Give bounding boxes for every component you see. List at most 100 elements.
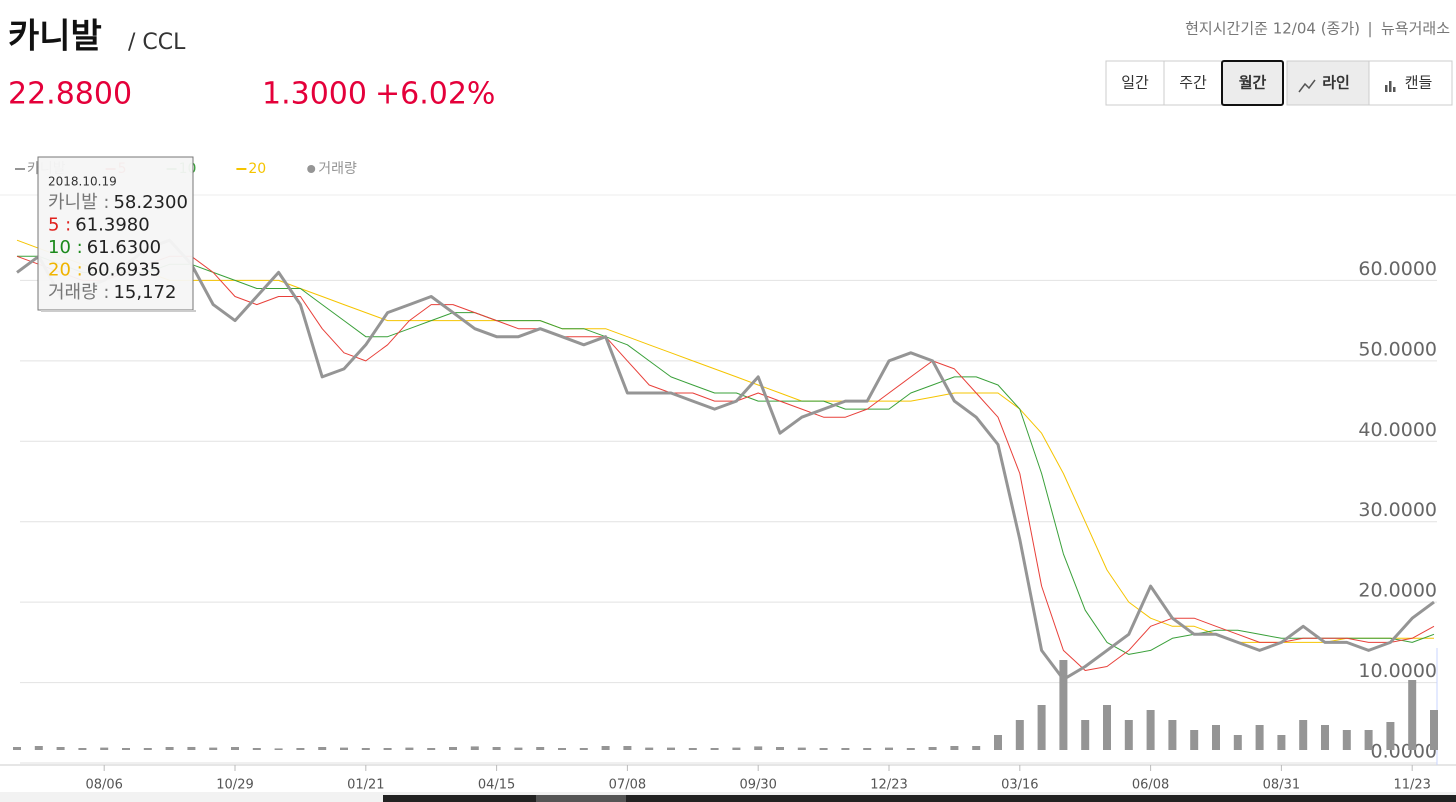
- volume-bar: [252, 748, 261, 750]
- volume-bar: [122, 748, 130, 750]
- volume-bar: [885, 747, 893, 750]
- series-line: [16, 255, 1435, 671]
- volume-bar: [1124, 720, 1133, 750]
- x-tick-label: 07/08: [609, 778, 646, 793]
- scroll-thumb[interactable]: [383, 795, 1456, 802]
- x-tick-label: 01/21: [347, 778, 384, 793]
- volume-bar: [601, 746, 610, 750]
- tooltip-label: 20 :: [48, 260, 83, 281]
- exchange: 뉴욕거래소: [1381, 20, 1450, 38]
- legend-label: 거래량: [318, 161, 357, 177]
- x-tick-label: 08/06: [85, 778, 122, 793]
- button[interactable]: 일간: [1105, 60, 1165, 106]
- series-line: [16, 239, 1434, 643]
- volume-bar: [732, 747, 741, 750]
- tooltip-shadow: [41, 310, 196, 312]
- volume-bar: [688, 748, 697, 750]
- x-tick-label: 09/30: [739, 778, 776, 793]
- x-tick-label: 04/15: [478, 778, 515, 793]
- tooltip-value: 58.2300: [113, 192, 187, 213]
- x-tick-label: 03/16: [1001, 778, 1038, 793]
- volume-bar: [78, 748, 87, 750]
- button-icon: [1385, 85, 1388, 92]
- volume-bar: [776, 747, 784, 750]
- button-icon: [1389, 81, 1392, 92]
- volume-bar: [645, 747, 654, 750]
- tooltip-date: 2018.10.19: [48, 175, 117, 189]
- volume-bar: [1190, 730, 1199, 750]
- volume-bar: [1321, 725, 1329, 750]
- volume-bar: [340, 747, 348, 750]
- volume-bar: [1299, 720, 1308, 750]
- volume-bar: [972, 746, 981, 750]
- volume-bar: [318, 747, 327, 750]
- legend-label: 20: [248, 161, 266, 177]
- volume-bar: [427, 748, 436, 750]
- y-tick-label: 30.0000: [1358, 499, 1437, 521]
- button-label: 캔들: [1405, 74, 1433, 92]
- volume-bar: [1212, 725, 1220, 750]
- volume-bar: [906, 748, 915, 750]
- volume-bar: [1386, 722, 1395, 750]
- series-line: [16, 238, 1435, 681]
- button-label: 일간: [1121, 74, 1149, 92]
- separator: |: [1367, 20, 1372, 38]
- volume-bar: [231, 747, 239, 750]
- button[interactable]: 캔들: [1368, 60, 1453, 106]
- volume-bar: [187, 746, 196, 750]
- volume-bar: [56, 747, 65, 750]
- button[interactable]: 월간: [1221, 60, 1284, 106]
- volume-bar: [994, 735, 1002, 750]
- volume-bar: [1103, 705, 1111, 750]
- volume-bar: [209, 747, 218, 750]
- volume-bar: [1342, 730, 1351, 750]
- legend-dot: [307, 165, 316, 173]
- tooltip-value: 61.3980: [75, 215, 149, 236]
- y-tick-label: 10.0000: [1358, 660, 1437, 682]
- volume-bar: [841, 748, 850, 750]
- button-box: [1105, 60, 1165, 106]
- button-label: 주간: [1179, 74, 1207, 92]
- volume-bar: [1015, 720, 1024, 750]
- volume-bar: [100, 747, 109, 750]
- button-icon: [1393, 87, 1396, 92]
- y-tick-label: 50.0000: [1358, 338, 1437, 360]
- volume-bar: [536, 747, 545, 750]
- price: 22.8800: [8, 77, 132, 112]
- tooltip-label: 10 :: [48, 237, 83, 258]
- volume-bar: [1146, 710, 1155, 750]
- volume-bar: [143, 748, 152, 750]
- volume-bar: [558, 748, 566, 750]
- volume-bar: [819, 748, 828, 750]
- y-tick-label: 40.0000: [1358, 419, 1437, 441]
- x-tick-label: 11/23: [1393, 778, 1430, 793]
- volume-bar: [13, 747, 21, 750]
- ticker: / CCL: [128, 30, 186, 55]
- volume-bar: [667, 747, 675, 750]
- x-tick-label: 10/29: [216, 778, 253, 793]
- x-tick-label: 06/08: [1132, 778, 1169, 793]
- button-icon: [1298, 79, 1316, 93]
- timestamp: 현지시간기준 12/04 (종가): [1185, 20, 1360, 38]
- tooltip-label: 5 :: [48, 215, 71, 236]
- x-tick-label: 08/31: [1263, 778, 1300, 793]
- scroll-handle[interactable]: [536, 795, 626, 802]
- button[interactable]: 라인: [1286, 60, 1370, 106]
- volume-bar: [1277, 735, 1286, 750]
- volume-bar: [492, 747, 501, 750]
- tooltip-value: 15,172: [113, 282, 176, 303]
- volume-bar: [470, 746, 479, 750]
- volume-bar: [34, 746, 43, 750]
- volume-bar: [928, 747, 937, 750]
- tooltip-value: 61.6300: [87, 237, 161, 258]
- y-tick-label: 20.0000: [1358, 580, 1437, 602]
- stock-name: 카니발: [8, 17, 102, 57]
- button-box: [1221, 60, 1284, 106]
- volume-bar: [1364, 730, 1373, 750]
- button[interactable]: 주간: [1163, 60, 1223, 106]
- volume-bar: [1081, 720, 1090, 750]
- volume-bar: [1430, 710, 1438, 750]
- tooltip-label: 거래량 :: [48, 282, 109, 303]
- tooltip-box: [37, 156, 194, 311]
- button-label: 라인: [1322, 74, 1350, 92]
